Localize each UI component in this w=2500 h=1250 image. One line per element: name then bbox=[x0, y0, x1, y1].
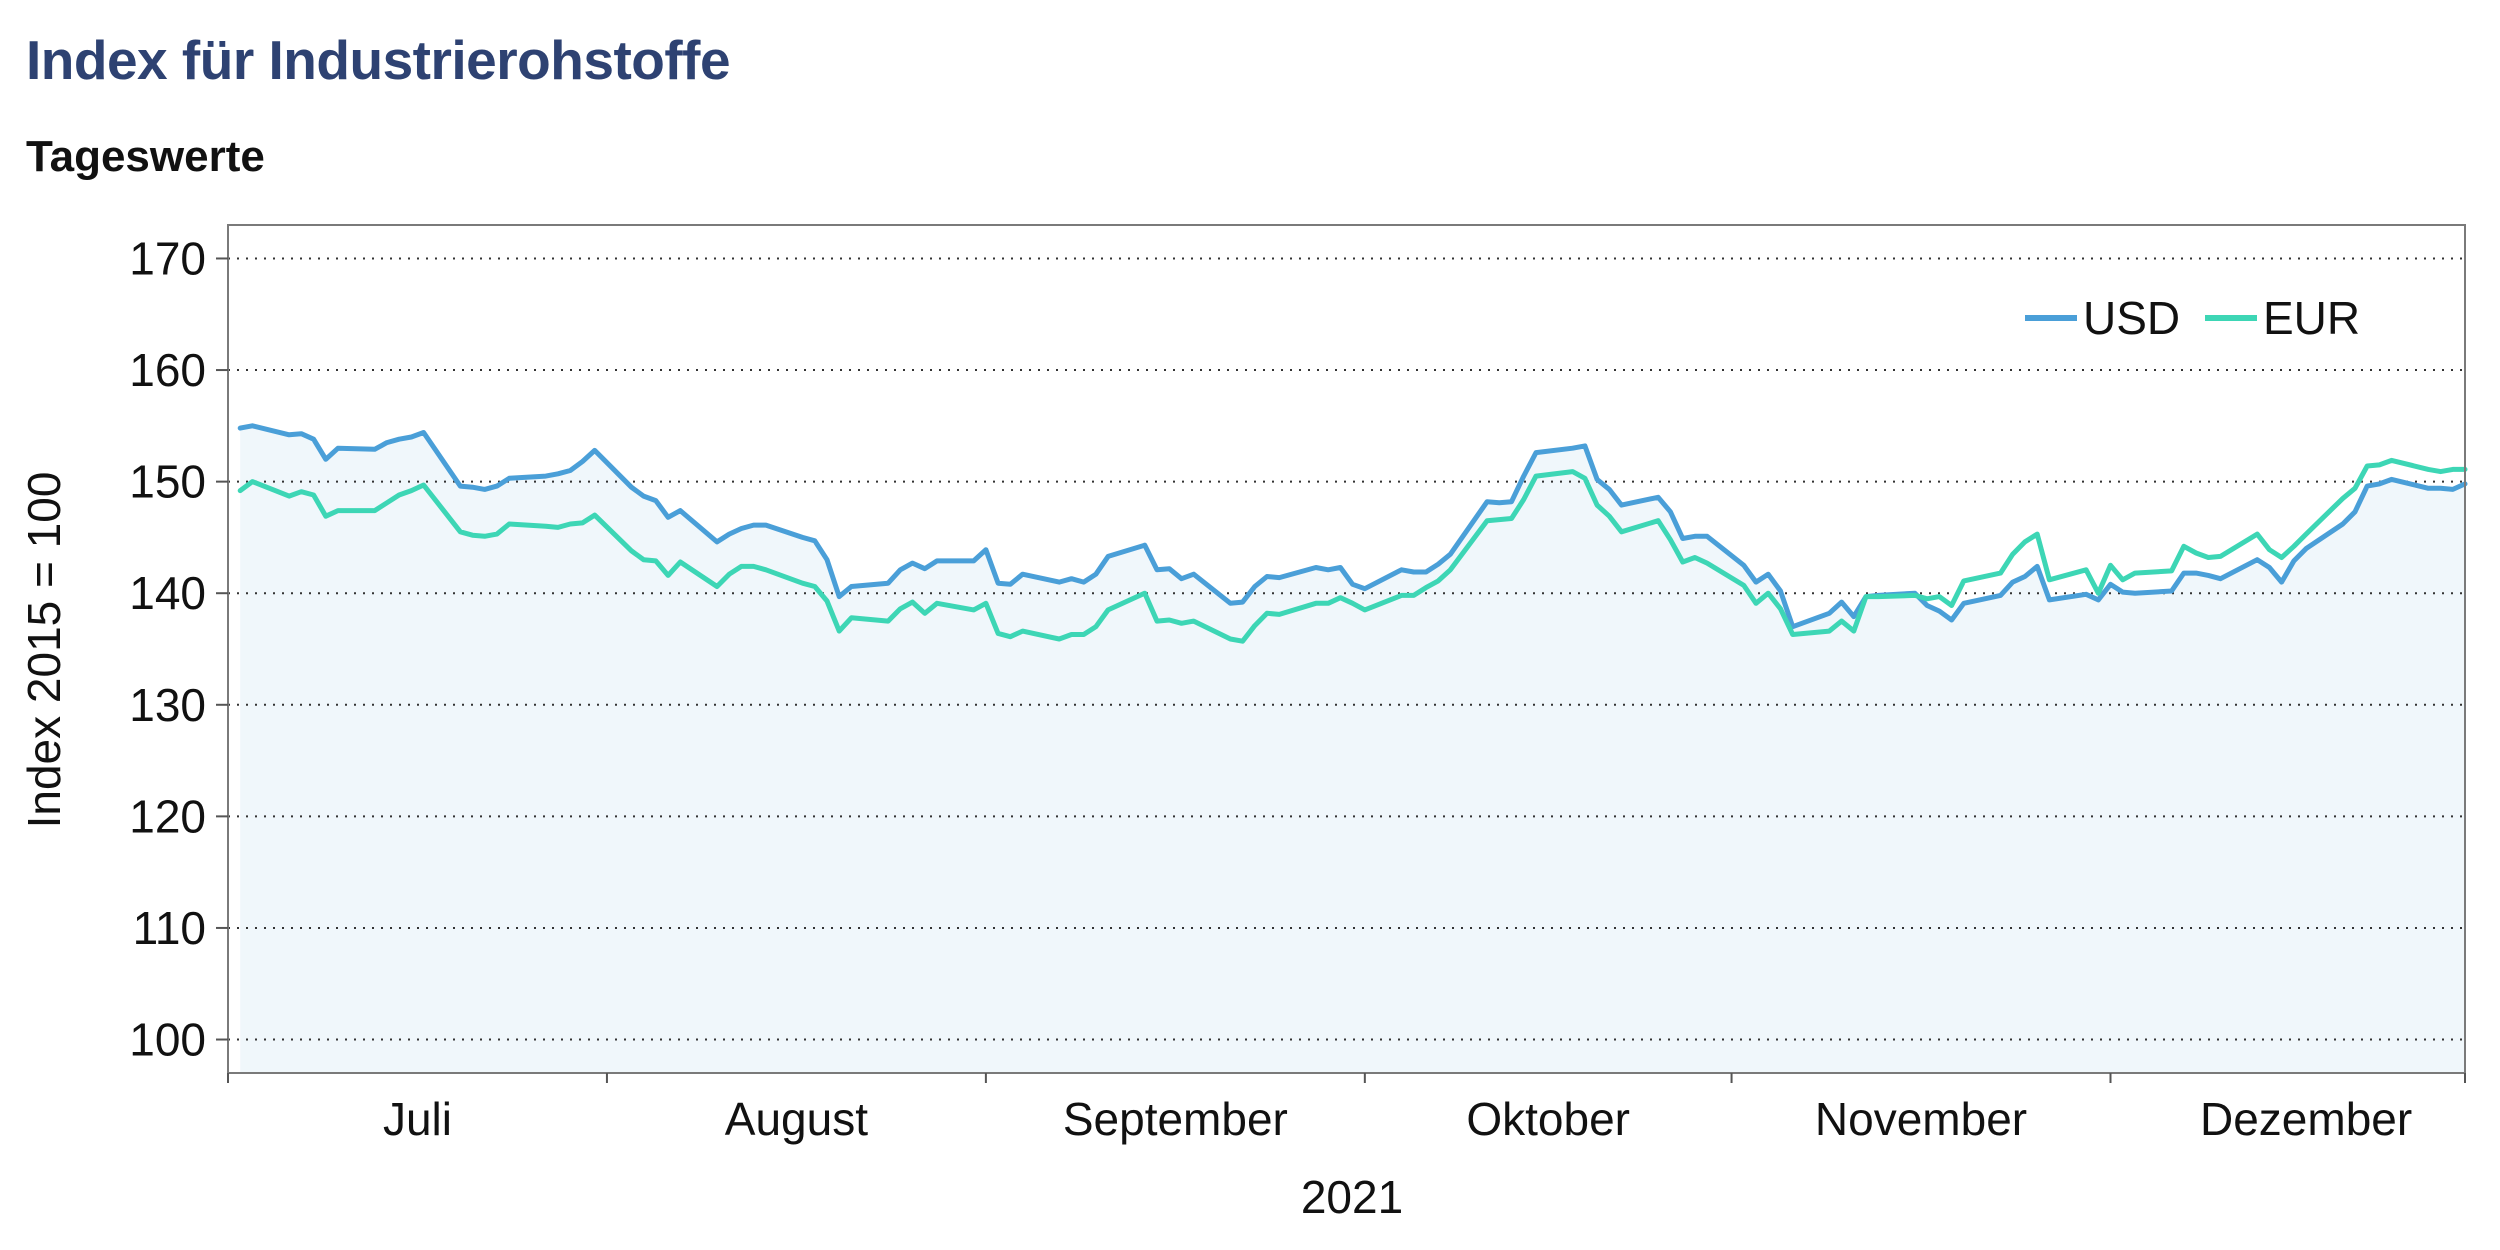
plot-frame bbox=[227, 224, 2466, 1074]
area-fill-layer bbox=[240, 425, 2466, 1073]
area-fill bbox=[240, 425, 2466, 1073]
legend: USD EUR bbox=[2025, 292, 2360, 344]
x-tick-label: August bbox=[725, 1093, 868, 1145]
chart-title: Index für Industrierohstoffe bbox=[26, 29, 731, 91]
gridlines bbox=[228, 257, 2465, 1041]
y-tick-label: 170 bbox=[129, 232, 206, 284]
x-tick-label: September bbox=[1063, 1093, 1288, 1145]
legend-label-usd: USD bbox=[2083, 292, 2180, 344]
y-tick-label: 160 bbox=[129, 344, 206, 396]
series-lines bbox=[237, 423, 2468, 644]
x-tick-label: Oktober bbox=[1466, 1093, 1630, 1145]
series-line-usd bbox=[237, 423, 2468, 630]
y-tick-label: 140 bbox=[129, 567, 206, 619]
y-tick-label: 120 bbox=[129, 790, 206, 842]
y-tick-label: 150 bbox=[129, 456, 206, 508]
legend-label-eur: EUR bbox=[2263, 292, 2360, 344]
series-line-eur bbox=[237, 457, 2468, 644]
axes: 100 110 120 130 140 150 160 170 Juli August Septem… bbox=[129, 232, 2466, 1145]
y-tick-label: 110 bbox=[133, 902, 206, 954]
x-axis-label: 2021 bbox=[1301, 1171, 1403, 1223]
x-tick-label: November bbox=[1815, 1093, 2027, 1145]
y-tick-label: 100 bbox=[129, 1014, 206, 1066]
y-tick-label: 130 bbox=[129, 679, 206, 731]
x-tick-label: Juli bbox=[383, 1093, 452, 1145]
chart-subtitle: Tageswerte bbox=[26, 132, 265, 181]
y-axis-label: Index 2015 = 100 bbox=[18, 472, 70, 829]
x-tick-label: Dezember bbox=[2200, 1093, 2412, 1145]
